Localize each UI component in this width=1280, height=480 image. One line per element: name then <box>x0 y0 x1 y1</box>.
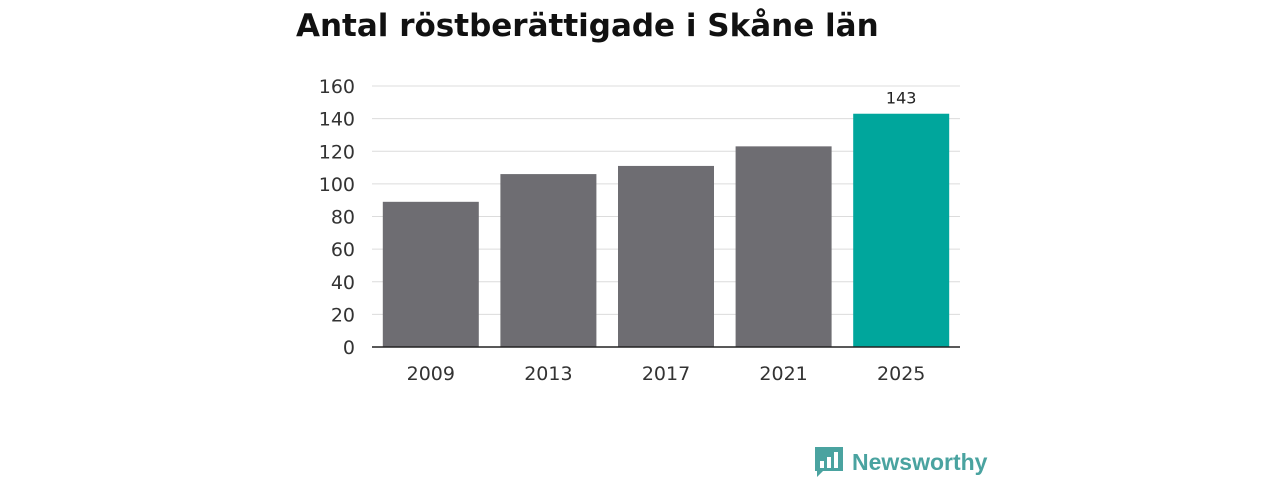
brand-logo: Newsworthy <box>815 446 987 478</box>
data-label: 143 <box>886 89 917 108</box>
y-tick-label: 160 <box>319 76 355 98</box>
newsworthy-logo-icon <box>815 447 843 477</box>
y-tick-label: 60 <box>331 239 355 261</box>
bar-2013 <box>500 174 597 347</box>
chart-title: Antal röstberättigade i Skåne län <box>296 8 879 44</box>
bar-2021 <box>735 146 832 347</box>
x-tick-label: 2021 <box>759 363 807 385</box>
x-tick-label: 2025 <box>877 363 925 385</box>
y-tick-label: 120 <box>319 141 355 163</box>
x-tick-label: 2013 <box>524 363 572 385</box>
x-tick-label: 2017 <box>642 363 690 385</box>
data-labels: 143 <box>886 89 917 108</box>
y-tick-label: 20 <box>331 304 355 326</box>
y-tick-label: 0 <box>343 337 355 359</box>
y-tick-label: 140 <box>319 109 355 131</box>
bar-2009 <box>382 201 479 347</box>
y-axis-ticks: 0 20 40 60 80 100 120 140 160 <box>319 76 355 359</box>
x-axis-ticks: 2009 2013 2017 2021 2025 <box>407 363 926 385</box>
y-tick-label: 40 <box>331 272 355 294</box>
bar-2025 <box>853 113 950 347</box>
x-tick-label: 2009 <box>407 363 455 385</box>
brand-name: Newsworthy <box>852 448 988 475</box>
bars <box>382 113 950 347</box>
y-tick-label: 80 <box>331 207 355 229</box>
y-tick-label: 100 <box>319 174 355 196</box>
bar-2017 <box>618 165 714 347</box>
